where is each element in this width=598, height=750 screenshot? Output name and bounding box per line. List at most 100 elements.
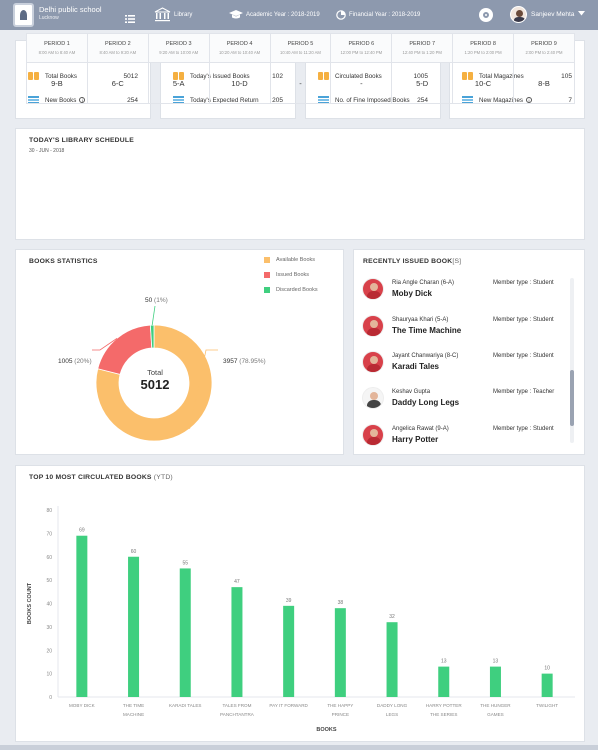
avatar <box>362 315 384 337</box>
member-type: Member type : Student <box>493 317 554 323</box>
x-tick-label: PRINCE <box>332 712 349 717</box>
schedule-date: 30 - JUN - 2018 <box>29 148 65 154</box>
x-tick-label: GAMES <box>487 712 504 717</box>
x-tick-label: HARRY POTTER <box>426 703 463 708</box>
schedule-table: PERIOD 1 8:00 AM to 8:40 AM PERIOD 2 8:40 A… <box>26 33 575 104</box>
school-name-text: Delhi public school <box>39 5 102 14</box>
period-time: 10:40 AM to 11:20 AM <box>279 50 321 55</box>
period-time: 8:40 AM to 9:20 AM <box>99 50 137 55</box>
top-books-title: TOP 10 MOST CIRCULATED BOOKS (YTD) <box>29 474 173 481</box>
bar-value-label: 13 <box>441 659 447 665</box>
x-tick-label: PANCHTANTRA <box>220 712 255 717</box>
period-class[interactable]: 10-D <box>208 62 271 104</box>
top-bar: Delhi public school Lucknow Library Acad… <box>0 0 598 30</box>
avatar <box>362 278 384 300</box>
x-tick-label: THE HAPPY <box>327 703 353 708</box>
legend-item-available[interactable]: Available Books <box>264 257 315 263</box>
pie-label-pct: (78.95%) <box>239 358 266 365</box>
bar-9 <box>489 666 501 697</box>
pie-label-pct: (1%) <box>154 297 168 304</box>
pie-center-value: 5012 <box>140 377 170 392</box>
y-tick-label: 20 <box>46 648 52 654</box>
x-tick-label: TWILIGHT <box>536 703 558 708</box>
pie-label-value: 1005 <box>58 358 73 365</box>
y-tick-label: 40 <box>46 602 52 608</box>
legend-item-issued[interactable]: Issued Books <box>264 272 309 278</box>
avatar <box>362 387 384 409</box>
library-nav[interactable]: Library <box>154 7 192 22</box>
period-time: 1:20 PM to 2:00 PM <box>464 50 502 55</box>
list-item[interactable]: Angelica Rawat (9-A) Harry Potter Member t… <box>362 423 567 453</box>
x-tick-label: TALES FROM <box>222 703 251 708</box>
period-class[interactable]: 6-C <box>86 62 149 104</box>
bar-value-label: 13 <box>493 659 499 665</box>
user-menu[interactable]: Sanjeev Mehta <box>510 6 586 23</box>
logo-icon[interactable] <box>13 3 34 27</box>
user-name: Sanjeev Mehta <box>531 11 575 18</box>
avatar <box>362 351 384 373</box>
academic-year-text: Academic Year : 2018-2019 <box>246 11 320 18</box>
financial-year-text: Financial Year : 2018-2019 <box>349 12 421 18</box>
period-name: PERIOD 3 <box>165 41 192 47</box>
x-tick-label: THE SERIES <box>430 712 457 717</box>
bar-value-label: 32 <box>389 614 395 620</box>
recently-issued-title: RECENTLY ISSUED BOOK[S] <box>363 258 461 265</box>
schedule-title: TODAY'S LIBRARY SCHEDULE <box>29 137 134 144</box>
financial-year[interactable]: Financial Year : 2018-2019 <box>336 10 420 20</box>
y-axis-label: BOOKS COUNT <box>27 582 33 624</box>
period-class[interactable]: 9-B <box>26 62 88 104</box>
period-name: PERIOD 7 <box>409 41 436 47</box>
member-type: Member type : Student <box>493 280 554 286</box>
period-header: PERIOD 1 8:00 AM to 8:40 AM <box>26 33 88 63</box>
member-type: Member type : Student <box>493 353 554 359</box>
period-time: 10:20 AM to 10:40 AM <box>218 50 261 55</box>
x-tick-label: MOBY DICK <box>69 703 96 708</box>
list-item[interactable]: Shauryaa Khari (5-A) The Time Machine Memb… <box>362 314 567 344</box>
scrollbar-track[interactable] <box>570 278 574 443</box>
bar-value-label: 39 <box>286 598 292 604</box>
bar-value-label: 38 <box>338 600 344 606</box>
period-name: PERIOD 1 <box>44 41 70 47</box>
book-title: Karadi Tales <box>392 362 439 371</box>
bottom-strip <box>0 745 598 750</box>
bar-4 <box>231 587 243 697</box>
period-name: PERIOD 2 <box>104 41 131 47</box>
x-axis-label: BOOKS <box>316 727 337 733</box>
period-class[interactable]: 5-A <box>147 62 210 104</box>
gear-icon[interactable] <box>479 8 493 22</box>
period-header: PERIOD 9 2:00 PM to 2:40 PM <box>513 33 575 63</box>
period-class[interactable]: - <box>269 62 332 104</box>
bar-value-label: 69 <box>79 528 85 534</box>
list-item[interactable]: Ria Angle Charan (6-A) Moby Dick Member ty… <box>362 277 567 307</box>
bar-2 <box>128 556 140 697</box>
member-type: Member type : Student <box>493 426 554 432</box>
school-city: Lucknow <box>39 14 59 21</box>
top-books-title-suffix: (YTD) <box>153 474 173 481</box>
period-class[interactable]: 8-B <box>513 62 575 104</box>
x-tick-label: MACHINE <box>123 712 144 717</box>
legend-item-discarded[interactable]: Discarded Books <box>264 287 318 293</box>
bar-6 <box>334 608 346 697</box>
period-class[interactable]: 5-D <box>391 62 454 104</box>
period-header: PERIOD 3 9:20 AM to 10:00 AM <box>147 33 210 63</box>
legend-label: Discarded Books <box>276 287 318 293</box>
recently-issued-card: RECENTLY ISSUED BOOK[S] <box>353 249 585 455</box>
academic-year[interactable]: Academic Year : 2018-2019 <box>229 10 320 19</box>
library-schedule-card: TODAY'S LIBRARY SCHEDULE 30 - JUN - 2018 <box>15 128 585 240</box>
member-name: Jayant Chanwariya (8-C) <box>392 353 459 359</box>
menu-icon[interactable] <box>125 10 135 28</box>
scrollbar-thumb[interactable] <box>570 370 574 426</box>
period-time: 12:40 PM to 1:20 PM <box>402 50 442 55</box>
pie-label-issued: 1005 (20%) <box>58 358 92 365</box>
list-item[interactable]: Jayant Chanwariya (8-C) Karadi Tales Membe… <box>362 350 567 380</box>
list-item[interactable]: Keshav Gupta Daddy Long Legs Member type :… <box>362 386 567 416</box>
bar-1 <box>76 535 88 697</box>
y-tick-label: 10 <box>46 672 52 678</box>
chevron-down-icon <box>578 11 586 18</box>
period-name: PERIOD 9 <box>531 41 557 47</box>
period-time: 8:00 AM to 8:40 AM <box>38 50 76 55</box>
period-name: PERIOD 5 <box>287 41 314 47</box>
member-name: Keshav Gupta <box>392 389 431 395</box>
legend-swatch <box>264 257 270 263</box>
pie-center-label: Total <box>147 368 163 377</box>
